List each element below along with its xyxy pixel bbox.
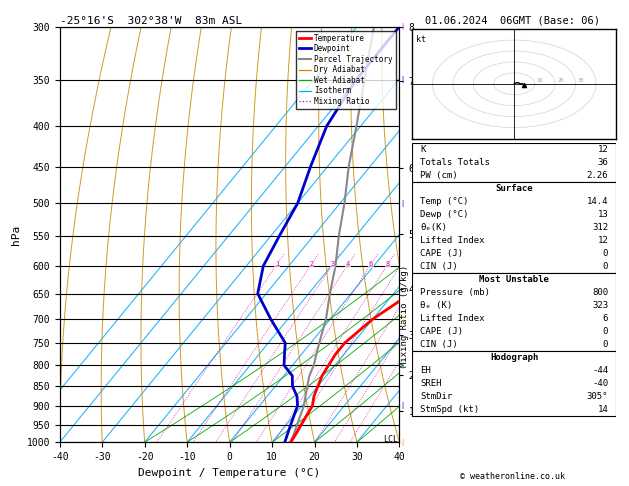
Text: CIN (J): CIN (J) (420, 262, 458, 271)
Text: 1: 1 (275, 261, 279, 267)
Text: 8: 8 (386, 261, 390, 267)
Text: Pressure (mb): Pressure (mb) (420, 288, 490, 297)
Text: 14.4: 14.4 (587, 197, 608, 207)
Text: Mixing Ratio (g/kg): Mixing Ratio (g/kg) (400, 265, 409, 367)
Text: CIN (J): CIN (J) (420, 340, 458, 349)
Text: Hodograph: Hodograph (490, 353, 538, 362)
Text: Temp (°C): Temp (°C) (420, 197, 469, 207)
Text: kt: kt (416, 35, 426, 44)
Text: CAPE (J): CAPE (J) (420, 327, 463, 336)
Text: 0: 0 (603, 340, 608, 349)
Text: 2: 2 (309, 261, 313, 267)
Text: 10: 10 (537, 78, 543, 83)
Text: StmSpd (kt): StmSpd (kt) (420, 405, 479, 414)
Text: |: | (401, 76, 404, 84)
Text: 20: 20 (557, 78, 564, 83)
Text: SREH: SREH (420, 379, 442, 388)
Text: -40: -40 (592, 379, 608, 388)
Text: 14: 14 (598, 405, 608, 414)
Text: |: | (401, 316, 404, 323)
Bar (412, 273, 616, 351)
Text: 0: 0 (603, 262, 608, 271)
Text: © weatheronline.co.uk: © weatheronline.co.uk (460, 472, 565, 481)
Text: 4: 4 (346, 261, 350, 267)
Text: 312: 312 (592, 224, 608, 232)
Text: 2.26: 2.26 (587, 172, 608, 180)
Text: K: K (420, 145, 426, 155)
Text: 0: 0 (603, 327, 608, 336)
Text: 01.06.2024  06GMT (Base: 06): 01.06.2024 06GMT (Base: 06) (425, 16, 600, 26)
Text: 3: 3 (330, 261, 335, 267)
Text: θₑ(K): θₑ(K) (420, 224, 447, 232)
Bar (412, 143, 616, 182)
Text: -44: -44 (592, 366, 608, 375)
Text: θₑ (K): θₑ (K) (420, 301, 452, 310)
Y-axis label: km
ASL: km ASL (430, 224, 448, 245)
Text: -25°16'S  302°38'W  83m ASL: -25°16'S 302°38'W 83m ASL (60, 16, 242, 26)
Bar (412, 182, 616, 273)
Bar (412, 351, 616, 417)
Text: 0: 0 (603, 249, 608, 259)
Text: 13: 13 (598, 210, 608, 219)
Text: StmDir: StmDir (420, 392, 452, 401)
Text: 6: 6 (603, 314, 608, 323)
Text: CAPE (J): CAPE (J) (420, 249, 463, 259)
Text: |: | (401, 402, 404, 409)
Text: Surface: Surface (496, 184, 533, 193)
Text: Lifted Index: Lifted Index (420, 236, 485, 245)
Text: LCL: LCL (383, 435, 398, 444)
Y-axis label: hPa: hPa (11, 225, 21, 244)
Text: EH: EH (420, 366, 431, 375)
Text: |: | (401, 439, 404, 446)
Text: Most Unstable: Most Unstable (479, 276, 549, 284)
Text: 800: 800 (592, 288, 608, 297)
Text: PW (cm): PW (cm) (420, 172, 458, 180)
Text: Totals Totals: Totals Totals (420, 158, 490, 167)
Legend: Temperature, Dewpoint, Parcel Trajectory, Dry Adiabat, Wet Adiabat, Isotherm, Mi: Temperature, Dewpoint, Parcel Trajectory… (296, 31, 396, 109)
Text: 36: 36 (598, 158, 608, 167)
Text: Lifted Index: Lifted Index (420, 314, 485, 323)
Text: 12: 12 (598, 236, 608, 245)
Text: |: | (401, 362, 404, 369)
Text: Dewp (°C): Dewp (°C) (420, 210, 469, 219)
Text: 6: 6 (369, 261, 373, 267)
Text: 323: 323 (592, 301, 608, 310)
Text: 305°: 305° (587, 392, 608, 401)
Text: |: | (401, 23, 404, 30)
X-axis label: Dewpoint / Temperature (°C): Dewpoint / Temperature (°C) (138, 468, 321, 478)
Text: |: | (401, 200, 404, 207)
Text: 30: 30 (577, 78, 584, 83)
Text: 12: 12 (598, 145, 608, 155)
